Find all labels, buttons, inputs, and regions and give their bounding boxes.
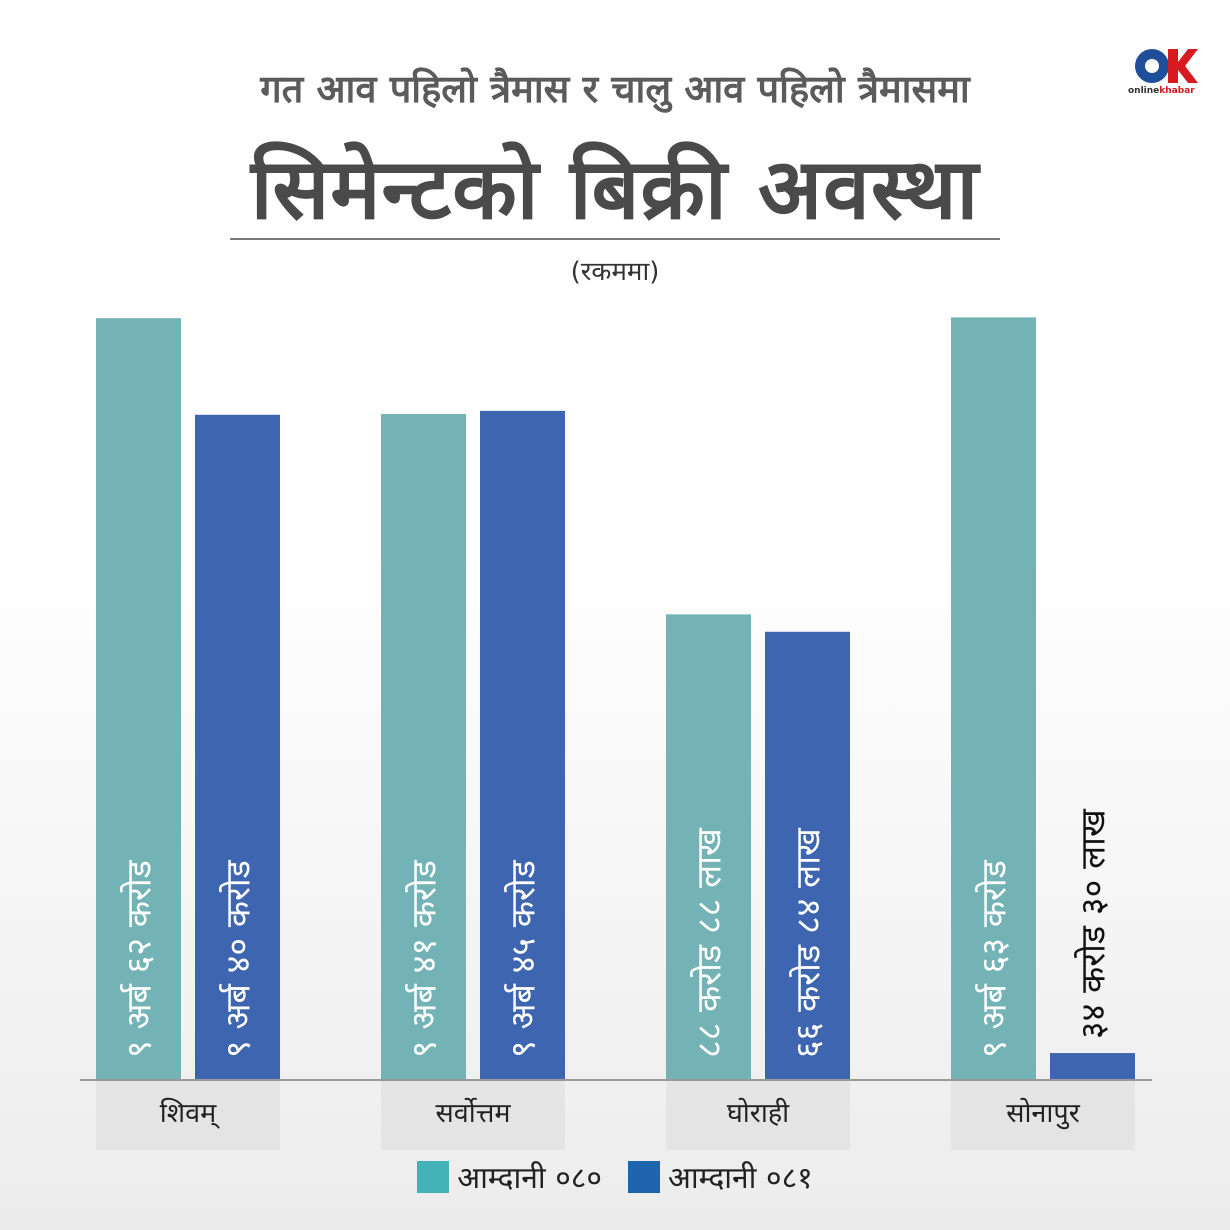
unit-label: (रकममा) xyxy=(570,257,660,287)
bar-reflection xyxy=(96,1080,280,1150)
chart-subtitle: गत आव पहिलो त्रैमास र चालु आव पहिलो त्रै… xyxy=(260,67,970,111)
category-label: घोराही xyxy=(727,1097,790,1129)
logo-wordmark: onlinekhabar xyxy=(1128,86,1195,96)
bar-reflection xyxy=(666,1080,850,1150)
bar-081-0 xyxy=(195,414,280,1081)
bar-value-label: ९ अर्ब ४१ करोड xyxy=(405,859,445,1058)
bar-value-label: ९ अर्ब ६३ करोड xyxy=(975,859,1015,1058)
legend-item-081: आम्दानी ०८१ xyxy=(628,1156,813,1197)
bar-value-label: ६६ करोड ८४ लाख xyxy=(789,827,829,1058)
category-label: सोनापुर xyxy=(1006,1097,1081,1130)
onlinekhabar-logo-icon xyxy=(1135,49,1198,83)
legend-swatch-080 xyxy=(417,1160,450,1193)
title-divider xyxy=(230,238,1000,240)
chart-title: सिमेन्टको बिक्री अवस्था xyxy=(250,140,980,238)
logo-text-a: online xyxy=(1128,86,1160,96)
category-label: सर्वोत्तम xyxy=(435,1097,511,1129)
legend-item-080: आम्दानी ०८० xyxy=(417,1156,602,1197)
bar-080-3 xyxy=(951,317,1036,1080)
bar-value-label: ९ अर्ब ६२ करोड xyxy=(120,859,160,1058)
bar-value-label: ९ अर्ब ४० करोड xyxy=(219,859,259,1058)
bar-080-1 xyxy=(381,413,466,1080)
bar-081-2 xyxy=(765,631,850,1080)
legend-label-081: आम्दानी ०८१ xyxy=(668,1161,813,1196)
bar-reflection xyxy=(951,1080,1135,1150)
bar-080-0 xyxy=(96,318,181,1081)
logo-text-b: khabar xyxy=(1159,86,1195,96)
chart-legend: आम्दानी ०८० आम्दानी ०८१ xyxy=(0,1156,1230,1197)
bar-081-1 xyxy=(480,410,565,1081)
category-label: शिवम् xyxy=(160,1097,221,1129)
bar-value-label: ९ अर्ब ४५ करोड xyxy=(504,859,544,1058)
bar-chart: ९ अर्ब ६२ करोड ९ अर्ब ४१ करोड ८८ करोड ८८ ल… xyxy=(80,317,1152,1150)
legend-label-080: आम्दानी ०८० xyxy=(457,1161,602,1196)
bar-reflection xyxy=(381,1080,565,1150)
bar-value-label: ३४ करोड ३० लाख xyxy=(1074,808,1114,1039)
bar-080-2 xyxy=(666,614,751,1080)
bar-081-3 xyxy=(1050,1053,1135,1080)
bar-value-label: ८८ करोड ८८ लाख xyxy=(690,827,730,1058)
legend-swatch-081 xyxy=(628,1160,660,1193)
